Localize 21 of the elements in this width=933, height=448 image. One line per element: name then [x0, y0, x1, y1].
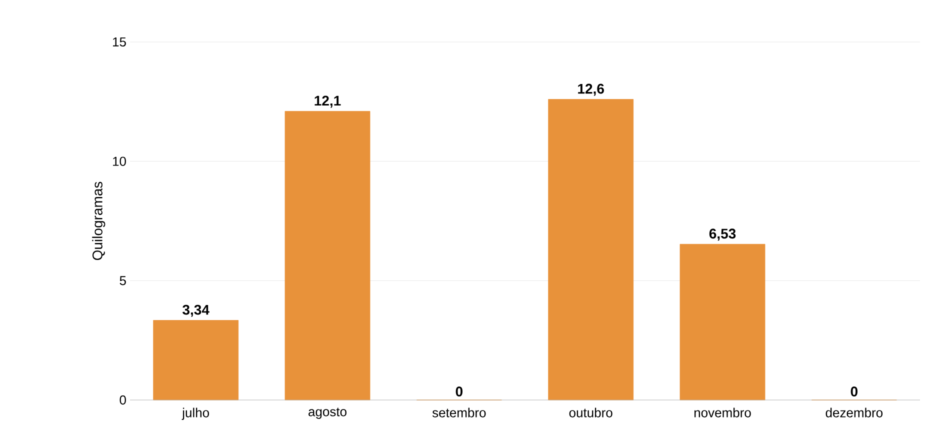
y-tick-label: 5 [120, 276, 126, 286]
data-label: 3,34 [182, 304, 210, 317]
y-tick-label: 0 [120, 395, 126, 405]
x-tick-label: novembro [694, 408, 751, 418]
x-tick-label: julho [182, 408, 210, 420]
x-tick-label: agosto [308, 408, 346, 419]
bar [284, 111, 370, 400]
y-axis-title: Quilogramas [92, 182, 106, 260]
data-label: 12,1 [314, 96, 341, 108]
y-tick-label: 10 [113, 156, 126, 166]
y-tick-label: 15 [113, 37, 126, 47]
data-label: 0 [850, 386, 858, 396]
bar [548, 99, 634, 400]
bar [680, 244, 766, 400]
data-label: 12,6 [578, 84, 604, 96]
bar [153, 320, 239, 400]
x-tick-label: setembro [432, 408, 486, 418]
x-tick-label: dezembro [826, 408, 883, 418]
data-label: 0 [456, 386, 462, 396]
x-tick-label: outubro [569, 408, 612, 418]
data-label: 6,53 [709, 228, 736, 241]
